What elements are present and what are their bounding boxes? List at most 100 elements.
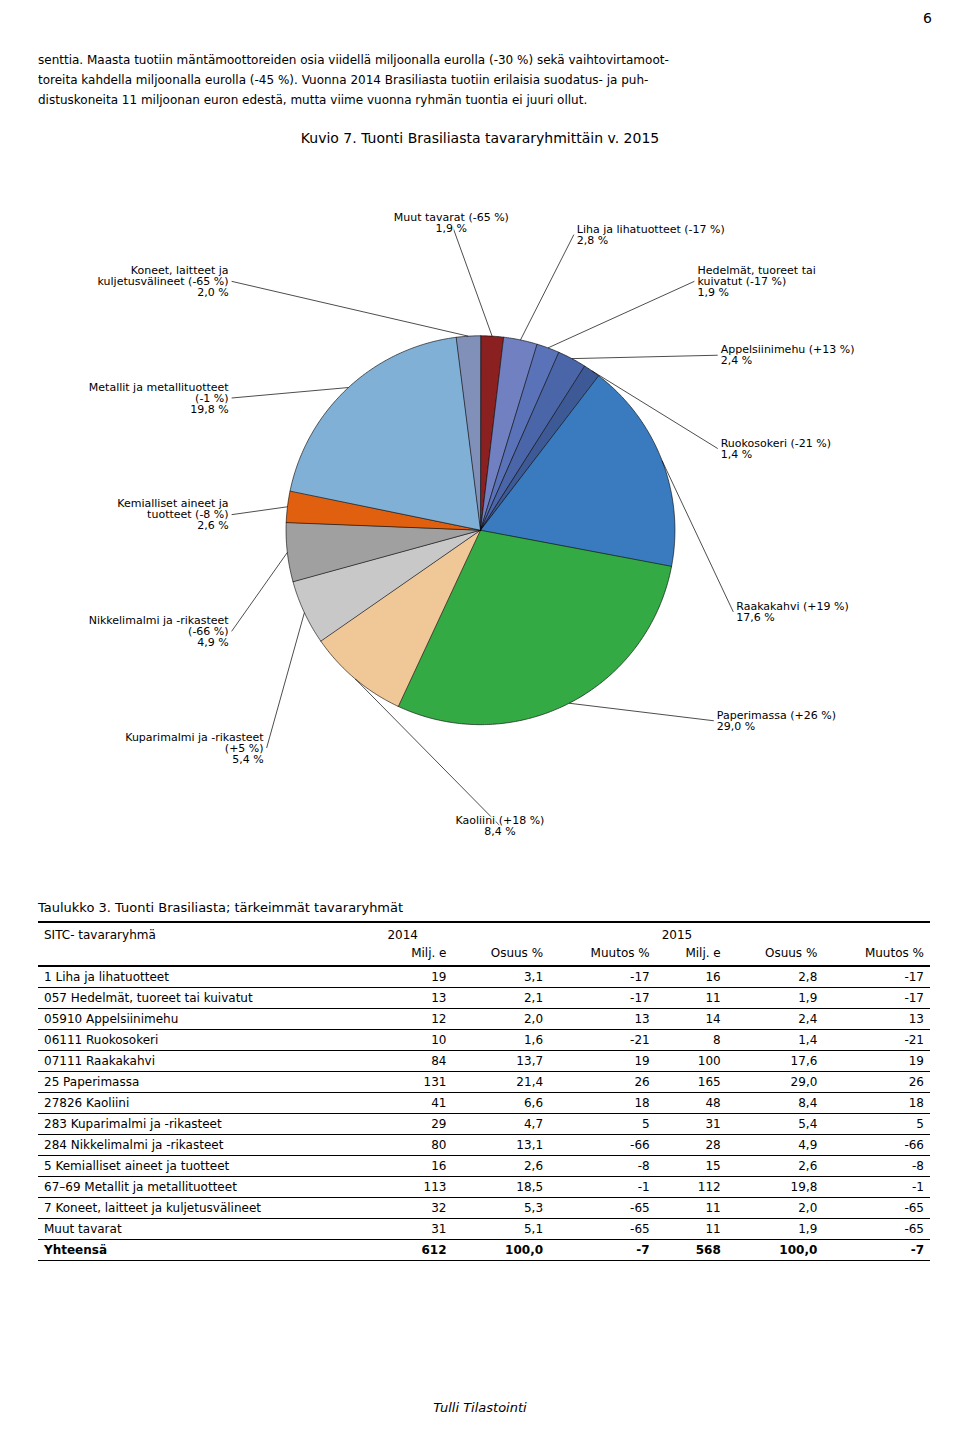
- html-text:2,8: 2,8: [798, 970, 818, 984]
- html-text:Kuvio 7. Tuonti Brasiliasta ta: Kuvio 7. Tuonti Brasiliasta tavararyhmit…: [300, 130, 660, 146]
- html-text:Osuus %: Osuus %: [764, 946, 818, 960]
- html-text:07111 Raakakahvi: 07111 Raakakahvi: [44, 1054, 155, 1068]
- html-text:Muutos %: Muutos %: [590, 946, 650, 960]
- html-text:Muutos %: Muutos %: [864, 946, 924, 960]
- svg-text:Kemialliset aineet jatuotteet: Kemialliset aineet jatuotteet (-8 %)2,6 …: [117, 497, 228, 532]
- html-text:Tulli Tilastointi: Tulli Tilastointi: [433, 1400, 527, 1415]
- svg-text:Raakakahvi (+19 %)17,6 %: Raakakahvi (+19 %)17,6 %: [736, 600, 849, 624]
- html-text:32: 32: [431, 1201, 447, 1215]
- html-text:-66: -66: [904, 1138, 924, 1152]
- html-text:19: 19: [431, 970, 447, 984]
- svg-text:Kaoliini (+18 %)8,4 %: Kaoliini (+18 %)8,4 %: [455, 814, 544, 838]
- html-text:senttia. Maasta tuotiin mäntäm: senttia. Maasta tuotiin mäntämoottoreide…: [38, 53, 669, 67]
- html-text:18: 18: [908, 1096, 924, 1110]
- svg-text:Hedelmät, tuoreet taikuivatut: Hedelmät, tuoreet taikuivatut (-17 %)1,9…: [697, 264, 815, 299]
- html-text:2,0: 2,0: [524, 1012, 544, 1026]
- html-text:Milj. e: Milj. e: [685, 946, 721, 960]
- html-text:8,4: 8,4: [798, 1096, 818, 1110]
- svg-text:Ruokosokeri (-21 %)1,4 %: Ruokosokeri (-21 %)1,4 %: [721, 437, 831, 461]
- html-text:-17: -17: [904, 991, 924, 1005]
- html-text:165: 165: [697, 1075, 721, 1089]
- html-text:26: 26: [908, 1075, 924, 1089]
- html-text:80: 80: [431, 1138, 447, 1152]
- svg-text:Koneet, laitteet jakuljetusväl: Koneet, laitteet jakuljetusvälineet (-65…: [98, 264, 229, 299]
- html-text:21,4: 21,4: [516, 1075, 544, 1089]
- html-text:distuskoneita 11 miljoonan eur: distuskoneita 11 miljoonan euron edestä,…: [38, 93, 588, 107]
- html-text:17,6: 17,6: [790, 1054, 818, 1068]
- svg-text:Appelsiinimehu (+13 %)2,4 %: Appelsiinimehu (+13 %)2,4 %: [721, 343, 855, 367]
- html-text:113: 113: [423, 1180, 447, 1194]
- html-text:-17: -17: [630, 970, 650, 984]
- html-text:284 Nikkelimalmi ja -rikasteet: 284 Nikkelimalmi ja -rikasteet: [44, 1138, 224, 1152]
- html-text:18,5: 18,5: [516, 1180, 544, 1194]
- svg-text:Nikkelimalmi ja -rikasteet(-66: Nikkelimalmi ja -rikasteet(-66 %)4,9 %: [89, 614, 230, 649]
- html-text:Milj. e: Milj. e: [411, 946, 447, 960]
- html-text:13: 13: [634, 1012, 650, 1026]
- html-text:11: 11: [705, 991, 721, 1005]
- html-text:1,9: 1,9: [798, 991, 818, 1005]
- html-text:SITC- tavararyhmä: SITC- tavararyhmä: [44, 928, 156, 942]
- html-text:112: 112: [697, 1180, 721, 1194]
- html-text:1,4: 1,4: [798, 1033, 818, 1047]
- html-text:-21: -21: [904, 1033, 924, 1047]
- html-text:84: 84: [431, 1054, 447, 1068]
- html-text:16: 16: [431, 1159, 447, 1173]
- svg-text:Muut tavarat (-65 %)1,9 %: Muut tavarat (-65 %)1,9 %: [394, 211, 509, 235]
- html-text:Taulukko 3. Tuonti Brasiliasta: Taulukko 3. Tuonti Brasiliasta; tärkeimm…: [38, 900, 404, 915]
- svg-text:Paperimassa (+26 %)29,0 %: Paperimassa (+26 %)29,0 %: [717, 709, 836, 733]
- html-text:12: 12: [431, 1012, 447, 1026]
- html-text:3,1: 3,1: [524, 970, 544, 984]
- html-text:-17: -17: [904, 970, 924, 984]
- html-text:13,1: 13,1: [516, 1138, 544, 1152]
- html-text:41: 41: [431, 1096, 447, 1110]
- html-text:19: 19: [908, 1054, 924, 1068]
- html-text:toreita kahdella miljoonalla e: toreita kahdella miljoonalla eurolla (-4…: [38, 73, 649, 87]
- html-text:29: 29: [431, 1117, 447, 1131]
- html-text:2,4: 2,4: [798, 1012, 818, 1026]
- html-text:25 Paperimassa: 25 Paperimassa: [44, 1075, 140, 1089]
- html-text:16: 16: [705, 970, 721, 984]
- html-text:19,8: 19,8: [790, 1180, 818, 1194]
- html-text:2015: 2015: [661, 928, 693, 942]
- html-text:2014: 2014: [387, 928, 418, 942]
- html-text:29,0: 29,0: [790, 1075, 818, 1089]
- html-text:06111 Ruokosokeri: 06111 Ruokosokeri: [44, 1033, 159, 1047]
- html-text:283 Kuparimalmi ja -rikasteet: 283 Kuparimalmi ja -rikasteet: [44, 1117, 222, 1131]
- html-text:5,4: 5,4: [798, 1117, 818, 1131]
- html-text:67–69 Metallit ja metallituott: 67–69 Metallit ja metallituotteet: [44, 1180, 237, 1194]
- html-text:-17: -17: [630, 991, 650, 1005]
- html-text:18: 18: [634, 1096, 650, 1110]
- html-text:15: 15: [705, 1159, 721, 1173]
- html-text:1,6: 1,6: [524, 1033, 544, 1047]
- html-text:13: 13: [431, 991, 447, 1005]
- html-text:057 Hedelmät, tuoreet tai kuiv: 057 Hedelmät, tuoreet tai kuivatut: [44, 991, 253, 1005]
- html-text:13,7: 13,7: [516, 1054, 544, 1068]
- html-text:31: 31: [705, 1117, 721, 1131]
- html-text:13: 13: [908, 1012, 924, 1026]
- svg-text:Kuparimalmi ja -rikasteet(+5 %: Kuparimalmi ja -rikasteet(+5 %)5,4 %: [125, 731, 264, 766]
- html-text:6,6: 6,6: [524, 1096, 544, 1110]
- html-text:26: 26: [634, 1075, 650, 1089]
- svg-text:Liha ja lihatuotteet (-17 %)2,: Liha ja lihatuotteet (-17 %)2,8 %: [577, 223, 725, 247]
- html-text:Osuus %: Osuus %: [490, 946, 544, 960]
- html-text:4,7: 4,7: [524, 1117, 544, 1131]
- html-text:05910 Appelsiinimehu: 05910 Appelsiinimehu: [44, 1012, 179, 1026]
- html-text:48: 48: [705, 1096, 721, 1110]
- html-text:2,6: 2,6: [798, 1159, 818, 1173]
- svg-text:Metallit ja metallituotteet(-1: Metallit ja metallituotteet(-1 %)19,8 %: [89, 381, 229, 416]
- html-text:19: 19: [634, 1054, 650, 1068]
- html-text:28: 28: [705, 1138, 721, 1152]
- html-text:1 Liha ja lihatuotteet: 1 Liha ja lihatuotteet: [44, 970, 169, 984]
- html-text:-66: -66: [630, 1138, 650, 1152]
- html-text:10: 10: [431, 1033, 447, 1047]
- html-text:4,9: 4,9: [798, 1138, 818, 1152]
- html-text:14: 14: [705, 1012, 721, 1026]
- html-text:-21: -21: [630, 1033, 650, 1047]
- html-text:131: 131: [423, 1075, 447, 1089]
- html-text:27826 Kaoliini: 27826 Kaoliini: [44, 1096, 130, 1110]
- html-text:2,1: 2,1: [524, 991, 544, 1005]
- html-text:2,6: 2,6: [524, 1159, 544, 1173]
- html-text:7 Koneet, laitteet ja kuljetus: 7 Koneet, laitteet ja kuljetusvälineet: [44, 1201, 261, 1215]
- html-text:5 Kemialliset aineet ja tuotte: 5 Kemialliset aineet ja tuotteet: [44, 1159, 230, 1173]
- html-text:100: 100: [697, 1054, 721, 1068]
